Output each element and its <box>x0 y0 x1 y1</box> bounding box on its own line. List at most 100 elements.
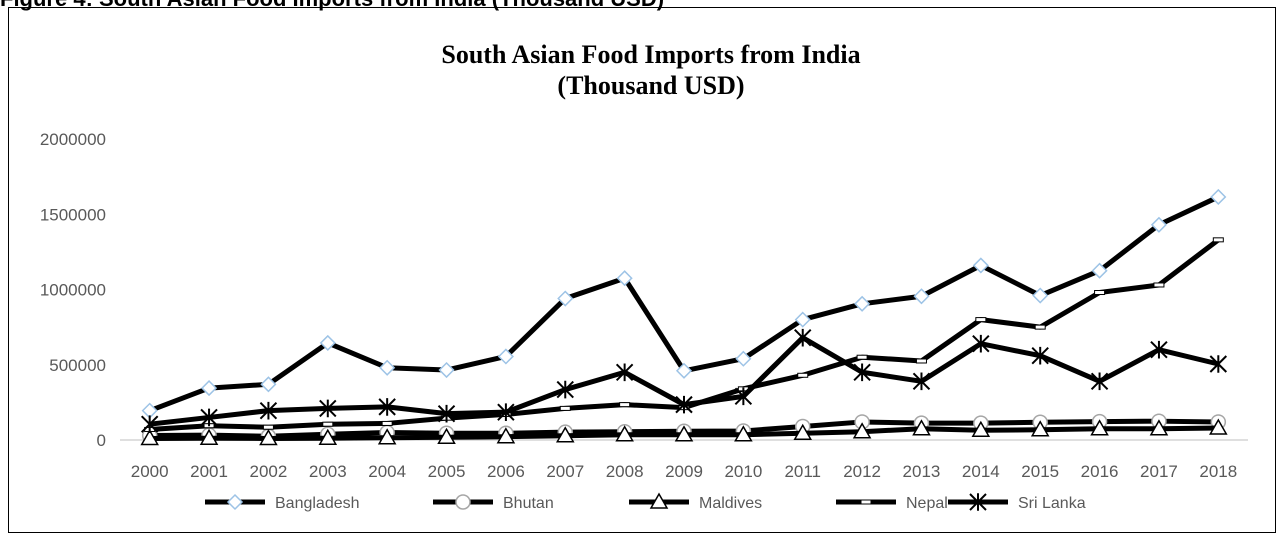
x-tick-label: 2018 <box>1199 462 1237 481</box>
x-tick-label: 2013 <box>903 462 941 481</box>
legend-label: Maldives <box>699 495 762 512</box>
legend-item-nepal: Nepal <box>836 495 948 512</box>
data-point <box>975 317 987 323</box>
legend-item-maldives: Maldives <box>629 492 762 512</box>
data-point <box>1153 282 1165 288</box>
y-tick-label: 0 <box>97 431 106 450</box>
data-point <box>200 408 218 427</box>
legend-label: Nepal <box>906 495 948 512</box>
data-point <box>378 398 396 416</box>
data-point <box>1212 237 1224 243</box>
chart-frame <box>8 7 1276 533</box>
data-point <box>971 420 991 437</box>
data-point <box>1210 188 1227 206</box>
data-point <box>616 270 633 287</box>
data-point <box>852 422 872 439</box>
x-axis: 2000 2001 2002 2003 2004 2005 2006 2007 2008 2009… <box>131 462 1237 481</box>
data-point <box>615 425 634 442</box>
data-point <box>1091 262 1108 279</box>
data-point <box>226 493 244 511</box>
x-tick-label: 2001 <box>190 462 228 481</box>
data-point <box>735 350 752 367</box>
y-axis: 0 500000 1000000 1500000 2000000 <box>40 130 106 450</box>
data-point <box>915 358 927 364</box>
series-group <box>140 188 1228 446</box>
y-tick-label: 2000000 <box>40 130 106 149</box>
data-point <box>438 361 455 379</box>
data-point <box>675 395 693 414</box>
data-point <box>794 311 811 328</box>
legend-label: Bangladesh <box>275 495 360 512</box>
data-point <box>381 420 393 426</box>
data-point <box>972 334 990 353</box>
data-point <box>856 354 868 360</box>
legend-label: Sri Lanka <box>1018 495 1086 512</box>
figure-caption: Figure 4: South Asian Food Imports from … <box>0 0 664 12</box>
x-tick-label: 2000 <box>131 462 169 481</box>
y-tick-label: 1000000 <box>40 281 106 300</box>
data-point <box>1094 290 1106 296</box>
series-maldives <box>140 418 1228 446</box>
data-point <box>1031 346 1049 365</box>
data-point <box>1090 419 1109 436</box>
x-tick-label: 2010 <box>724 462 762 481</box>
data-point <box>1090 372 1109 391</box>
x-tick-label: 2008 <box>606 462 644 481</box>
data-point <box>797 372 809 378</box>
data-point <box>322 421 334 427</box>
data-point <box>619 402 631 408</box>
x-tick-label: 2009 <box>665 462 703 481</box>
data-point <box>853 363 871 382</box>
data-point <box>675 362 693 379</box>
x-tick-label: 2005 <box>428 462 466 481</box>
legend: Bangladesh Bhutan Maldives Nepal Sri Lanka <box>205 492 1086 512</box>
x-tick-label: 2006 <box>487 462 525 481</box>
data-point <box>379 359 396 376</box>
y-tick-label: 500000 <box>49 356 106 375</box>
data-point <box>793 423 813 440</box>
data-point <box>319 399 337 418</box>
data-point <box>860 499 872 505</box>
x-tick-label: 2007 <box>546 462 584 481</box>
data-point <box>1150 216 1168 233</box>
y-tick-label: 1500000 <box>40 205 106 224</box>
data-point <box>555 426 575 443</box>
data-point <box>734 387 753 406</box>
data-point <box>140 415 159 433</box>
x-tick-label: 2003 <box>309 462 347 481</box>
chart-subtitle: (Thousand USD) <box>557 71 744 100</box>
legend-item-sri-lanka: Sri Lanka <box>948 493 1086 512</box>
data-point <box>912 372 931 391</box>
x-tick-label: 2015 <box>1021 462 1059 481</box>
data-point <box>318 428 338 445</box>
data-point <box>1209 418 1228 435</box>
data-point <box>615 363 634 382</box>
data-point <box>497 403 515 421</box>
legend-item-bangladesh: Bangladesh <box>205 493 360 512</box>
x-tick-label: 2002 <box>250 462 288 481</box>
x-tick-label: 2017 <box>1140 462 1178 481</box>
data-point <box>912 419 931 436</box>
data-point <box>734 425 753 442</box>
data-point <box>1030 420 1050 437</box>
data-point <box>496 427 516 444</box>
data-point <box>1150 340 1168 359</box>
data-point <box>1209 355 1228 373</box>
data-point <box>260 376 277 393</box>
data-point <box>674 425 694 442</box>
x-tick-label: 2004 <box>368 462 406 481</box>
data-point <box>319 334 336 351</box>
chart-title: South Asian Food Imports from India <box>441 40 860 69</box>
data-point <box>559 405 571 411</box>
data-point <box>455 494 471 510</box>
data-point <box>969 493 987 511</box>
data-point <box>262 424 274 430</box>
data-point <box>972 257 989 274</box>
data-point <box>377 428 397 445</box>
data-point <box>794 328 812 347</box>
data-point <box>437 427 456 445</box>
x-tick-label: 2012 <box>843 462 881 481</box>
x-tick-label: 2016 <box>1081 462 1119 481</box>
series-bangladesh <box>141 188 1227 419</box>
legend-label: Bhutan <box>503 495 554 512</box>
